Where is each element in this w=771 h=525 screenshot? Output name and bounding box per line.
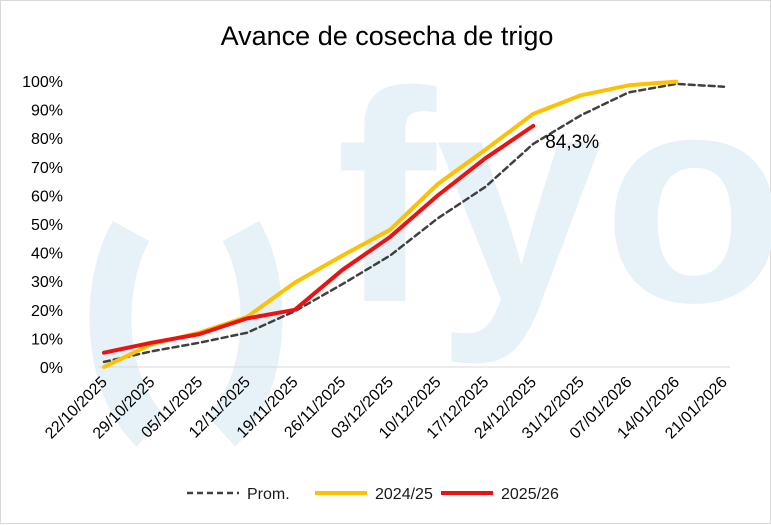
legend-item: 2025/26 bbox=[441, 486, 559, 503]
y-tick-label: 60% bbox=[31, 188, 63, 205]
y-tick-label: 30% bbox=[31, 274, 63, 291]
legend: Prom. 2024/25 2025/26 bbox=[187, 486, 559, 503]
watermark-logo: fyo bbox=[110, 29, 771, 431]
y-tick-label: 90% bbox=[31, 103, 63, 120]
legend-label: 2025/26 bbox=[501, 486, 559, 503]
data-label-annotation: 84,3% bbox=[545, 132, 599, 153]
y-tick-label: 50% bbox=[31, 217, 63, 234]
y-tick-label: 70% bbox=[31, 160, 63, 177]
y-tick-label: 10% bbox=[31, 331, 63, 348]
legend-item: 2024/25 bbox=[315, 486, 433, 503]
y-tick-label: 20% bbox=[31, 303, 63, 320]
annotations: 84,3% bbox=[545, 132, 599, 153]
y-axis: 0% 10% 20% 30% 40% 50% 60% 70% 80% 90% 100% bbox=[22, 74, 63, 377]
y-tick-label: 0% bbox=[40, 360, 63, 377]
y-tick-label: 100% bbox=[22, 74, 63, 91]
chart-title: Avance de cosecha de trigo bbox=[221, 21, 554, 51]
watermark-text: fyo bbox=[336, 29, 771, 367]
legend-label: 2024/25 bbox=[375, 486, 433, 503]
legend-item: Prom. bbox=[187, 486, 290, 503]
y-tick-label: 40% bbox=[31, 246, 63, 263]
y-tick-label: 80% bbox=[31, 131, 63, 148]
legend-label: Prom. bbox=[247, 486, 290, 503]
